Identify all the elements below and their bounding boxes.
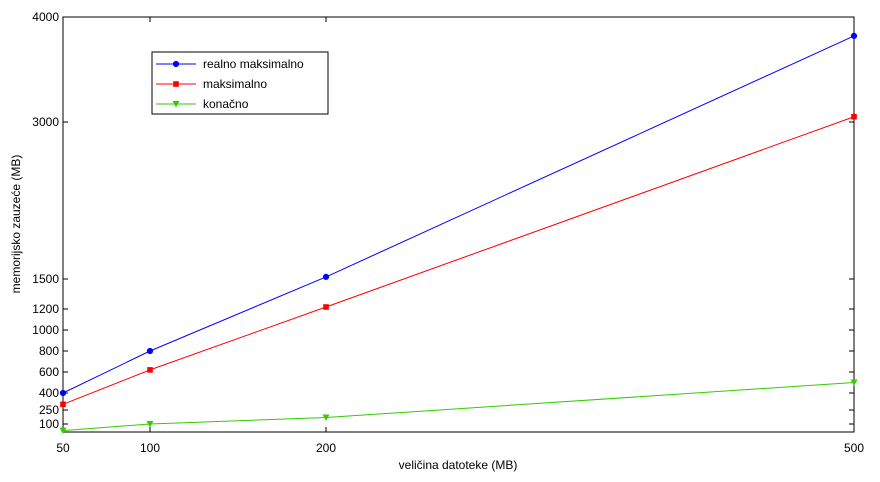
series-2-point-1 (146, 421, 154, 428)
series-group (59, 32, 858, 435)
y-tick-label-250: 250 (39, 403, 59, 417)
series-1-point-1 (147, 367, 153, 373)
series-1-point-2 (323, 304, 329, 310)
x-tick-label-200: 200 (316, 441, 336, 455)
x-tick-label-50: 50 (56, 441, 70, 455)
legend-label-0: realno maksimalno (203, 57, 304, 71)
legend-label-1: maksimalno (203, 77, 267, 91)
legend-marker-2 (172, 101, 180, 108)
y-tick-label-600: 600 (39, 365, 59, 379)
y-axis-label: memorijsko zauzeće (MB) (9, 155, 23, 294)
series-2-point-0 (59, 427, 67, 435)
y-tick-label-1200: 1200 (32, 302, 59, 316)
series-line-1 (62, 116, 855, 405)
legend-label-2: konačno (203, 97, 249, 111)
axis-ticks: 50 100 200 50010025040060080010001200150030… (32, 10, 864, 455)
series-0-point-3 (850, 32, 858, 40)
series-2-point-2 (322, 414, 330, 421)
y-tick-label-3000: 3000 (32, 115, 59, 129)
series-line-0 (62, 35, 855, 394)
y-tick-label-800: 800 (39, 344, 59, 358)
y-tick-label-100: 100 (39, 417, 59, 431)
series-0-point-1 (146, 347, 154, 355)
series-0-point-2 (322, 273, 330, 281)
series-1-point-3 (851, 113, 857, 120)
series-1-point-0 (60, 401, 66, 408)
x-axis-label: veličina datoteke (MB) (399, 458, 518, 472)
y-tick-label-1500: 1500 (32, 272, 59, 286)
x-tick-label-100: 100 (140, 441, 160, 455)
y-tick-label-400: 400 (39, 386, 59, 400)
y-tick-label-1000: 1000 (32, 323, 59, 337)
y-tick-label-4000: 4000 (32, 10, 59, 24)
legend-marker-1 (173, 81, 179, 87)
series-2-point-3 (850, 379, 858, 386)
series-0-point-0 (59, 389, 67, 397)
series-line-2 (62, 382, 855, 432)
x-tick-label-500: 500 (844, 441, 864, 455)
legend-marker-0 (172, 60, 180, 68)
legend: realno maksimalno maksimalno konačno (151, 51, 329, 115)
